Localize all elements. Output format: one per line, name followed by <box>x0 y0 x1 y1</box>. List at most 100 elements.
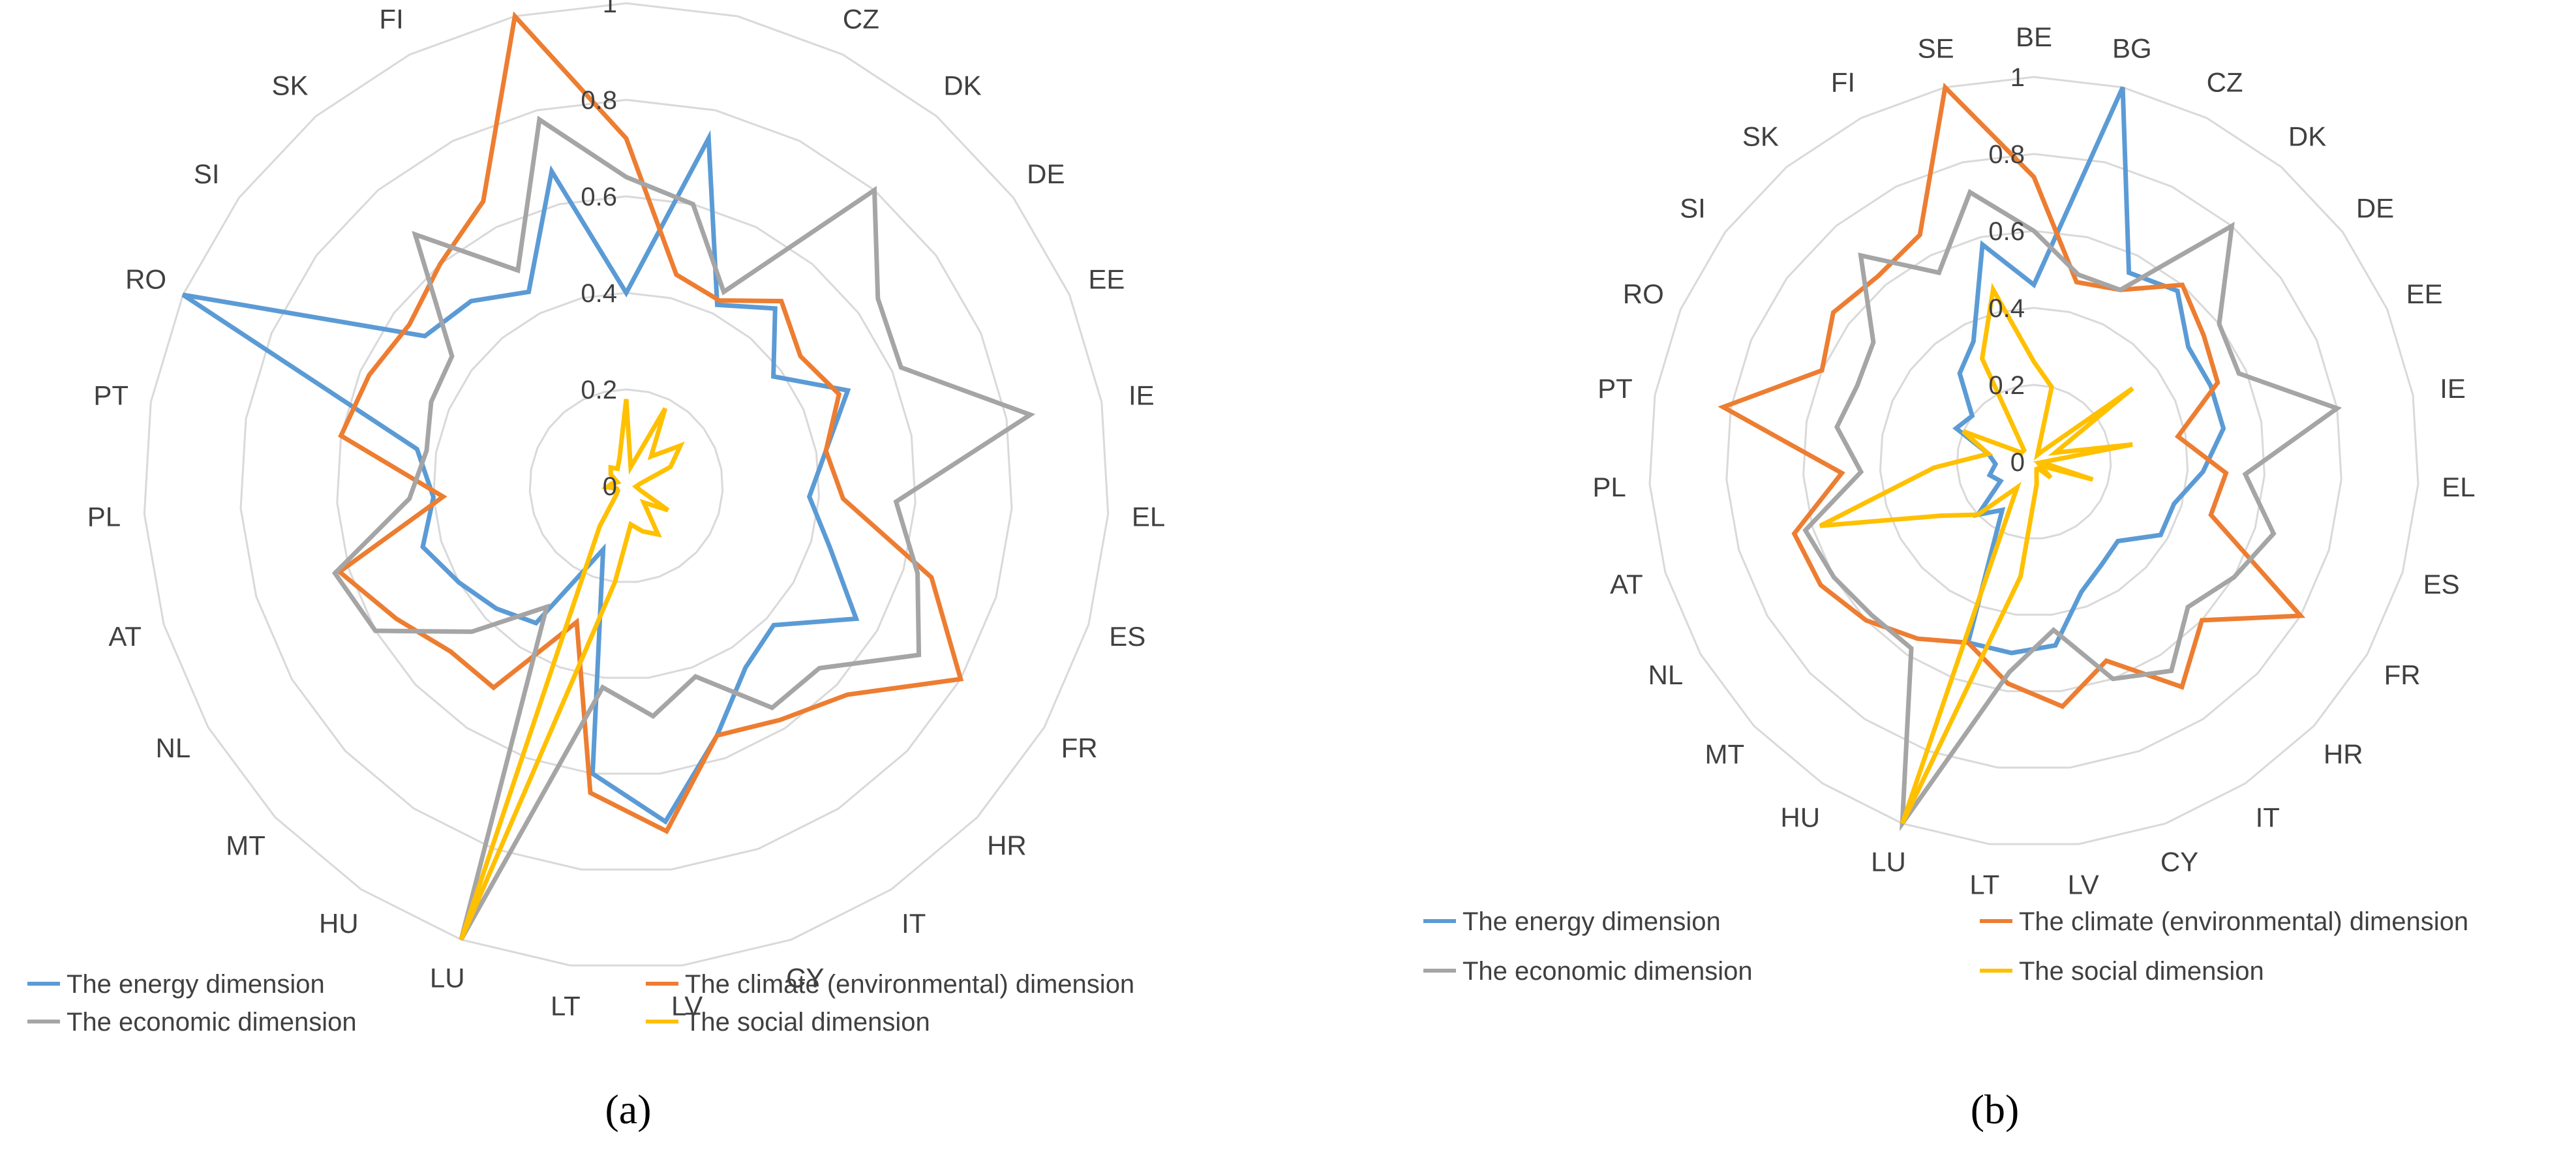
grid-ring <box>1725 153 2342 769</box>
series-line-climate <box>335 11 964 834</box>
radar-category-labels: BEBGCZDKDEEEIEELESFRHRITCYLVLTLUHUMTNLAT… <box>87 3 1166 1022</box>
category-label: PL <box>1592 472 1626 502</box>
radial-tick-label: 0.2 <box>581 376 617 404</box>
series-line-energy <box>1952 86 2226 656</box>
grid-ring <box>1956 384 2112 539</box>
category-label: IE <box>1129 380 1155 411</box>
category-label: LU <box>1871 847 1906 877</box>
category-label: HR <box>987 830 1027 860</box>
category-label: CY <box>786 963 824 993</box>
category-label: RO <box>125 264 166 294</box>
legend-label-energy: The energy dimension <box>67 970 325 999</box>
radar-grid <box>1648 76 2419 845</box>
panel-label-b: (b) <box>1971 1086 2020 1132</box>
category-label: DK <box>2288 121 2326 152</box>
category-label: ES <box>2423 569 2460 599</box>
category-label: PT <box>1598 373 1633 404</box>
series-line-climate <box>1718 82 2306 710</box>
category-label: MT <box>226 830 265 860</box>
category-label: AT <box>108 621 142 652</box>
radar-tick-labels: 0 0.2 0.4 0.6 0.8 1 <box>1988 63 2025 477</box>
radar-grid <box>143 2 1110 967</box>
category-label: DE <box>1027 159 1065 189</box>
legend-label-economic: The economic dimension <box>1462 957 1753 986</box>
category-label: BG <box>2112 33 2152 64</box>
grid-ring <box>1879 307 2189 616</box>
radial-tick-label: 0.2 <box>1988 371 2025 400</box>
grid-ring <box>432 292 821 679</box>
grid-ring <box>143 2 1110 967</box>
category-label: FI <box>379 3 403 34</box>
category-label: IT <box>902 908 926 939</box>
radial-tick-label: 0.8 <box>581 86 617 115</box>
category-label: EL <box>2442 472 2475 502</box>
category-label: MT <box>1705 738 1744 769</box>
radar-chart-a: 00.20.40.60.81 BEBGCZDKDEEEIEELESFRHRITC… <box>87 0 1166 1022</box>
legend-label-climate: The climate (environmental) dimension <box>685 970 1134 999</box>
category-label: SK <box>1742 121 1779 152</box>
legend-label-economic: The economic dimension <box>67 1008 357 1037</box>
category-label: SK <box>271 70 308 101</box>
category-label: HU <box>1780 802 1820 833</box>
grid-ring <box>239 99 1013 871</box>
series-line-energy <box>181 130 860 825</box>
grid-ring <box>1648 76 2419 845</box>
radial-tick-label: 0 <box>603 472 617 501</box>
category-label: CZ <box>843 3 879 34</box>
radial-tick-label: 0.6 <box>1988 217 2025 246</box>
series-line-social <box>1819 282 2134 825</box>
legend-label-social: The social dimension <box>2019 957 2264 986</box>
category-label: SE <box>1918 33 1954 64</box>
radial-tick-label: 0 <box>2010 448 2025 477</box>
series-line-economic <box>331 115 1036 941</box>
radial-tick-label: 0.6 <box>581 183 617 211</box>
category-label: DE <box>2356 193 2394 224</box>
category-label: HU <box>319 908 359 939</box>
radar-series-group <box>1718 82 2342 832</box>
category-label: SI <box>194 159 220 189</box>
category-label: FR <box>1061 733 1098 763</box>
category-label: AT <box>1610 569 1643 599</box>
legend-label-climate: The climate (environmental) dimension <box>2019 907 2468 936</box>
category-label: EL <box>1132 502 1165 532</box>
category-label: IT <box>2256 802 2280 833</box>
category-label: FI <box>1831 67 1855 97</box>
grid-ring <box>528 388 724 583</box>
category-label: LV <box>2068 870 2099 900</box>
category-label: EE <box>1088 264 1125 294</box>
legend-label-social: The social dimension <box>685 1008 930 1037</box>
category-label: LV <box>671 991 703 1022</box>
category-label: HR <box>2324 738 2363 769</box>
grid-ring <box>336 195 917 775</box>
category-label: NL <box>1648 659 1684 690</box>
category-label: ES <box>1109 621 1145 652</box>
category-label: IE <box>2440 373 2466 404</box>
radar-chart-b: 0 0.2 0.4 0.6 0.8 1 BE BG CZ DK DE EE IE EL ES FR HR IT C… <box>1592 22 2475 900</box>
radar-tick-labels: 0 0.2 0.4 0.6 0.8 1 <box>581 0 617 501</box>
legend-a: The energy dimension The climate (enviro… <box>27 970 1134 1037</box>
series-line-social <box>459 399 685 941</box>
legend-label-energy: The energy dimension <box>1462 907 1721 936</box>
radar-series-group <box>181 11 1036 941</box>
category-label: CZ <box>2207 67 2243 97</box>
category-label: DK <box>943 70 981 101</box>
radial-tick-label: 1 <box>603 0 617 18</box>
radial-tick-label: 1 <box>2010 63 2025 92</box>
category-label: LU <box>430 963 465 993</box>
category-label: FR <box>2384 659 2421 690</box>
category-label: LT <box>1969 870 1999 900</box>
category-label: BE <box>2016 22 2052 52</box>
legend-b: The energy dimension The climate (enviro… <box>1423 907 2468 986</box>
panel-label-a: (a) <box>605 1086 651 1132</box>
radial-tick-label: 0.4 <box>581 279 617 308</box>
radial-tick-label: 0.8 <box>1988 140 2025 169</box>
category-label: LT <box>551 991 581 1022</box>
category-label: PT <box>93 380 129 411</box>
series-line-economic <box>1802 189 2342 832</box>
category-label: PL <box>87 502 121 532</box>
category-label: SI <box>1680 193 1706 224</box>
category-label: RO <box>1623 279 1664 309</box>
category-label: NL <box>156 733 191 763</box>
